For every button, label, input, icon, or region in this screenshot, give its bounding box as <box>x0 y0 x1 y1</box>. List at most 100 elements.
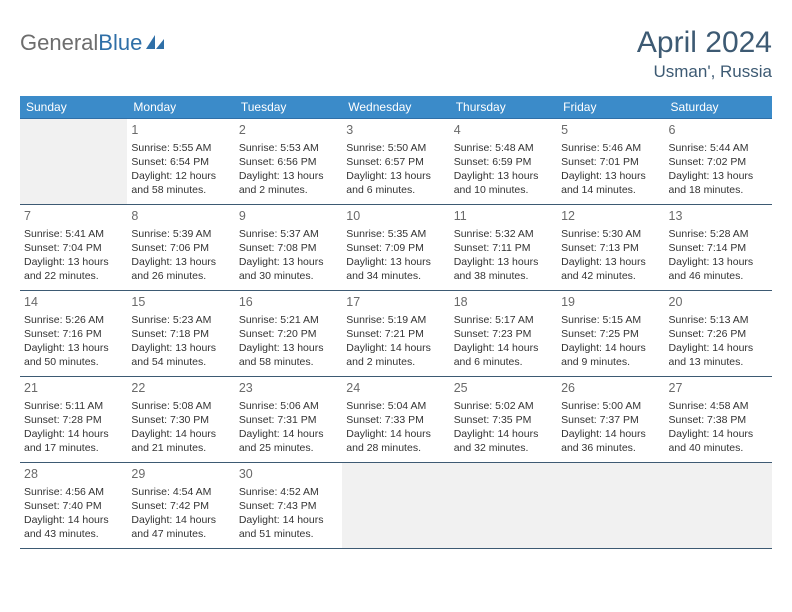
month-year: April 2024 <box>637 26 772 60</box>
day-number: 7 <box>24 208 123 225</box>
calendar-week-row: 14Sunrise: 5:26 AMSunset: 7:16 PMDayligh… <box>20 291 772 377</box>
day-number: 13 <box>669 208 768 225</box>
sunset-line: Sunset: 7:33 PM <box>346 413 445 427</box>
calendar-cell: 13Sunrise: 5:28 AMSunset: 7:14 PMDayligh… <box>665 205 772 291</box>
daylight-line: Daylight: 13 hours and 46 minutes. <box>669 255 768 283</box>
calendar-cell: 28 Sunrise: 4:56 AMSunset: 7:40 PMDayligh… <box>20 463 127 549</box>
sunrise-line: Sunrise: 5:26 AM <box>24 313 123 327</box>
sunset-line: Sunset: 7:38 PM <box>669 413 768 427</box>
sunset-line: Sunset: 7:11 PM <box>454 241 553 255</box>
sunrise-line: Sunrise: 5:06 AM <box>239 399 338 413</box>
sunrise-line: Sunrise: 5:53 AM <box>239 141 338 155</box>
weekday-header: Wednesday <box>342 96 449 119</box>
calendar-cell: 10Sunrise: 5:35 AMSunset: 7:09 PMDayligh… <box>342 205 449 291</box>
calendar-cell: 9 Sunrise: 5:37 AMSunset: 7:08 PMDaylight… <box>235 205 342 291</box>
day-number: 18 <box>454 294 553 311</box>
daylight-line: Daylight: 14 hours and 21 minutes. <box>131 427 230 455</box>
day-number: 26 <box>561 380 660 397</box>
calendar-cell: 23 Sunrise: 5:06 AMSunset: 7:31 PMDayligh… <box>235 377 342 463</box>
sunrise-line: Sunrise: 5:28 AM <box>669 227 768 241</box>
sunrise-line: Sunrise: 4:56 AM <box>24 485 123 499</box>
sunrise-line: Sunrise: 5:00 AM <box>561 399 660 413</box>
day-number: 14 <box>24 294 123 311</box>
day-number: 27 <box>669 380 768 397</box>
sunset-line: Sunset: 7:35 PM <box>454 413 553 427</box>
daylight-line: Daylight: 14 hours and 17 minutes. <box>24 427 123 455</box>
day-number: 15 <box>131 294 230 311</box>
page: GeneralBlue April 2024 Usman', Russia Su… <box>0 0 792 569</box>
day-number: 23 <box>239 380 338 397</box>
calendar-cell: 22Sunrise: 5:08 AMSunset: 7:30 PMDayligh… <box>127 377 234 463</box>
sunset-line: Sunset: 7:31 PM <box>239 413 338 427</box>
daylight-line: Daylight: 13 hours and 22 minutes. <box>24 255 123 283</box>
day-number: 24 <box>346 380 445 397</box>
sunset-line: Sunset: 7:43 PM <box>239 499 338 513</box>
calendar-cell: 11Sunrise: 5:32 AMSunset: 7:11 PMDayligh… <box>450 205 557 291</box>
sunrise-line: Sunrise: 5:41 AM <box>24 227 123 241</box>
weekday-header-row: SundayMondayTuesdayWednesdayThursdayFrid… <box>20 96 772 119</box>
calendar-cell: 30 Sunrise: 4:52 AMSunset: 7:43 PMDayligh… <box>235 463 342 549</box>
daylight-line: Daylight: 14 hours and 51 minutes. <box>239 513 338 541</box>
daylight-line: Daylight: 13 hours and 50 minutes. <box>24 341 123 369</box>
sunrise-line: Sunrise: 4:52 AM <box>239 485 338 499</box>
day-number: 4 <box>454 122 553 139</box>
sunset-line: Sunset: 7:23 PM <box>454 327 553 341</box>
calendar-body: 1Sunrise: 5:55 AMSunset: 6:54 PMDaylight… <box>20 119 772 549</box>
calendar-table: SundayMondayTuesdayWednesdayThursdayFrid… <box>20 96 772 549</box>
day-number: 28 <box>24 466 123 483</box>
day-number: 6 <box>669 122 768 139</box>
sunrise-line: Sunrise: 4:54 AM <box>131 485 230 499</box>
daylight-line: Daylight: 14 hours and 28 minutes. <box>346 427 445 455</box>
sunset-line: Sunset: 7:08 PM <box>239 241 338 255</box>
daylight-line: Daylight: 14 hours and 43 minutes. <box>24 513 123 541</box>
sunset-line: Sunset: 7:09 PM <box>346 241 445 255</box>
weekday-header: Saturday <box>665 96 772 119</box>
calendar-cell: 27Sunrise: 4:58 AMSunset: 7:38 PMDayligh… <box>665 377 772 463</box>
calendar-cell <box>557 463 664 549</box>
sunrise-line: Sunrise: 5:17 AM <box>454 313 553 327</box>
sunset-line: Sunset: 7:20 PM <box>239 327 338 341</box>
daylight-line: Daylight: 13 hours and 38 minutes. <box>454 255 553 283</box>
day-number: 21 <box>24 380 123 397</box>
logo-gray-text: General <box>20 30 98 56</box>
sunrise-line: Sunrise: 5:21 AM <box>239 313 338 327</box>
sunset-line: Sunset: 6:54 PM <box>131 155 230 169</box>
daylight-line: Daylight: 14 hours and 13 minutes. <box>669 341 768 369</box>
sunrise-line: Sunrise: 5:15 AM <box>561 313 660 327</box>
daylight-line: Daylight: 12 hours and 58 minutes. <box>131 169 230 197</box>
calendar-cell: 24 Sunrise: 5:04 AMSunset: 7:33 PMDayligh… <box>342 377 449 463</box>
day-number: 11 <box>454 208 553 225</box>
sunset-line: Sunset: 7:16 PM <box>24 327 123 341</box>
sunrise-line: Sunrise: 5:37 AM <box>239 227 338 241</box>
sunset-line: Sunset: 7:26 PM <box>669 327 768 341</box>
sunrise-line: Sunrise: 5:35 AM <box>346 227 445 241</box>
sunset-line: Sunset: 6:59 PM <box>454 155 553 169</box>
calendar-cell <box>450 463 557 549</box>
sunset-line: Sunset: 7:06 PM <box>131 241 230 255</box>
day-number: 30 <box>239 466 338 483</box>
location: Usman', Russia <box>637 62 772 82</box>
day-number: 2 <box>239 122 338 139</box>
sunset-line: Sunset: 7:42 PM <box>131 499 230 513</box>
calendar-cell: 12Sunrise: 5:30 AMSunset: 7:13 PMDayligh… <box>557 205 664 291</box>
sunrise-line: Sunrise: 5:23 AM <box>131 313 230 327</box>
daylight-line: Daylight: 14 hours and 2 minutes. <box>346 341 445 369</box>
day-number: 3 <box>346 122 445 139</box>
sunrise-line: Sunrise: 5:08 AM <box>131 399 230 413</box>
day-number: 12 <box>561 208 660 225</box>
day-number: 19 <box>561 294 660 311</box>
daylight-line: Daylight: 13 hours and 30 minutes. <box>239 255 338 283</box>
calendar-cell: 1Sunrise: 5:55 AMSunset: 6:54 PMDaylight… <box>127 119 234 205</box>
day-number: 8 <box>131 208 230 225</box>
daylight-line: Daylight: 14 hours and 25 minutes. <box>239 427 338 455</box>
calendar-cell: 2Sunrise: 5:53 AMSunset: 6:56 PMDaylight… <box>235 119 342 205</box>
weekday-header: Thursday <box>450 96 557 119</box>
day-number: 20 <box>669 294 768 311</box>
sunset-line: Sunset: 6:56 PM <box>239 155 338 169</box>
sunset-line: Sunset: 7:40 PM <box>24 499 123 513</box>
day-number: 9 <box>239 208 338 225</box>
calendar-cell: 4Sunrise: 5:48 AMSunset: 6:59 PMDaylight… <box>450 119 557 205</box>
sunrise-line: Sunrise: 5:04 AM <box>346 399 445 413</box>
calendar-cell: 14 Sunrise: 5:26 AMSunset: 7:16 PMDayligh… <box>20 291 127 377</box>
header: GeneralBlue April 2024 Usman', Russia <box>20 26 772 82</box>
